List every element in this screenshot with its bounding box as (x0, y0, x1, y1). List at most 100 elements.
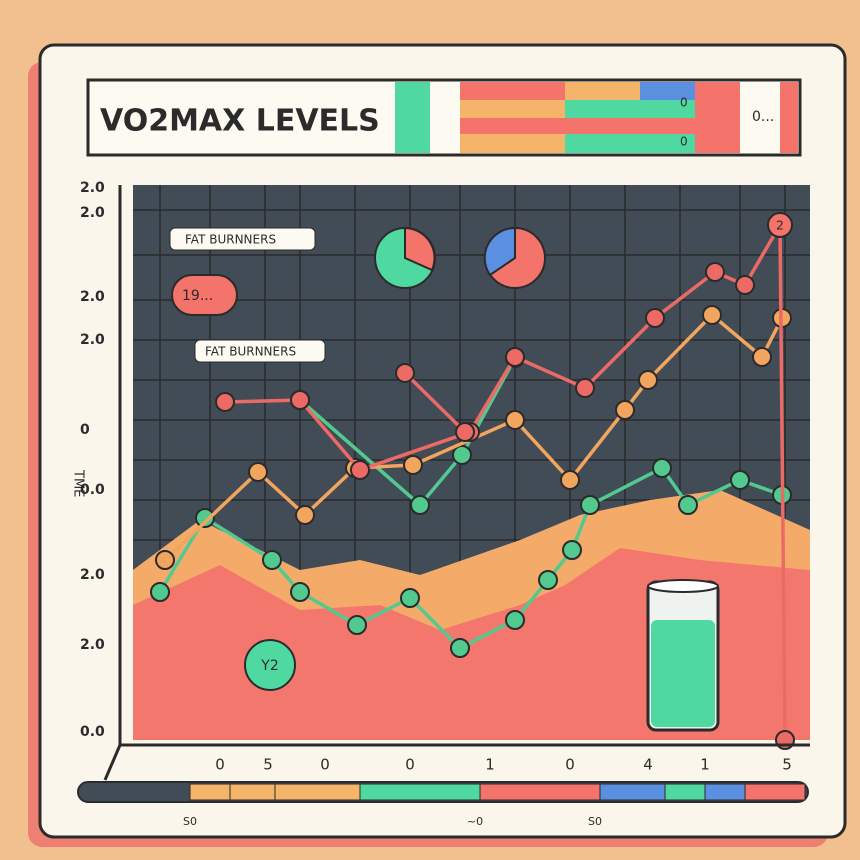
marker (248, 462, 268, 482)
x-label: 0 (405, 756, 415, 774)
axis-corner (103, 744, 122, 781)
marker (752, 347, 772, 367)
marker (400, 588, 420, 608)
marker (575, 378, 595, 398)
labels: 2.0 2.0 2.0 2.0 0 0.0 2.0 2.0 0.0 0 5 0 0 1 0 4 1 5 (80, 180, 792, 774)
marker (730, 470, 750, 490)
marker (705, 262, 725, 282)
marker (562, 540, 582, 560)
header-block (460, 134, 565, 153)
marker (155, 550, 175, 570)
marker (735, 275, 755, 295)
pie-slice (404, 226, 436, 272)
header-chip: 0... (752, 109, 774, 125)
footer: S0 ~0 S0 (77, 781, 809, 828)
header-block (565, 134, 695, 153)
footer-segment (229, 783, 276, 801)
marker (350, 460, 370, 480)
header-block (460, 82, 565, 100)
header-block (640, 82, 695, 100)
header-block (780, 82, 798, 153)
marker (295, 505, 315, 525)
header: VO2MAX LEVELS 0 0 0... (86, 78, 802, 157)
footer-segment (274, 783, 361, 801)
circle-label (244, 639, 296, 691)
x-label: 4 (643, 756, 653, 774)
footer-segment (599, 783, 666, 801)
badge-text: 2 (776, 219, 784, 233)
footer-segment (744, 783, 806, 801)
y-label: 0.0 (80, 724, 105, 740)
y-label: 2.0 (80, 180, 105, 196)
bubble (171, 274, 238, 316)
axis-label: TME (71, 469, 86, 497)
marker (262, 550, 282, 570)
x-label: 5 (263, 756, 273, 774)
title: VO2MAX LEVELS (100, 104, 380, 139)
x-label: 0 (565, 756, 575, 774)
marker (215, 392, 235, 412)
header-chip: 0 (680, 96, 688, 110)
marker (538, 570, 558, 590)
footer-segment (664, 783, 706, 801)
tag-text: FAT BURNNERS (185, 233, 276, 247)
line (298, 357, 517, 508)
marker (560, 470, 580, 490)
x-label: 0 (215, 756, 225, 774)
tag-text: FAT BURNNERS (205, 345, 296, 359)
marker (678, 495, 698, 515)
marker (395, 363, 415, 383)
x-label: 1 (700, 756, 710, 774)
marker (450, 638, 470, 658)
pie-slice (483, 226, 516, 277)
pie-icon (374, 226, 546, 289)
beaker-liquid (651, 620, 715, 727)
line (163, 312, 784, 562)
marker (455, 422, 475, 442)
y-label: 2.0 (80, 637, 105, 653)
footer-segment (189, 783, 231, 801)
marker (347, 615, 367, 635)
badge (767, 212, 793, 238)
beaker-rim (647, 579, 719, 593)
x-label: 1 (485, 756, 495, 774)
marker (652, 458, 672, 478)
header-block (395, 82, 430, 153)
marker (702, 305, 722, 325)
circle-label-text: Y2 (260, 658, 278, 674)
marker (410, 495, 430, 515)
bubble-text: 19... (182, 288, 213, 304)
y-label: 2.0 (80, 332, 105, 348)
footer-label: ~0 (467, 815, 483, 828)
marker (290, 582, 310, 602)
footer-label: S0 (588, 815, 602, 828)
header-block (460, 118, 695, 134)
y-label: 0 (80, 422, 90, 438)
footer-segment (479, 783, 601, 801)
marker (403, 455, 423, 475)
header-block (565, 100, 695, 118)
marker (580, 495, 600, 515)
header-block (565, 82, 640, 100)
footer-segment (704, 783, 746, 801)
y-label: 2.0 (80, 289, 105, 305)
marker (645, 308, 665, 328)
header-block (460, 100, 565, 118)
marker (452, 445, 472, 465)
header-chip: 0 (680, 135, 688, 149)
marker (505, 410, 525, 430)
footer-label: S0 (183, 815, 197, 828)
line (403, 371, 467, 434)
tag (194, 339, 326, 363)
x-label: 0 (320, 756, 330, 774)
lines (150, 215, 795, 750)
x-label: 5 (782, 756, 792, 774)
marker (638, 370, 658, 390)
footer-segment (359, 783, 481, 801)
marker (505, 347, 525, 367)
marker (195, 508, 215, 528)
marker (615, 400, 635, 420)
header-block (695, 82, 740, 153)
marker (150, 582, 170, 602)
